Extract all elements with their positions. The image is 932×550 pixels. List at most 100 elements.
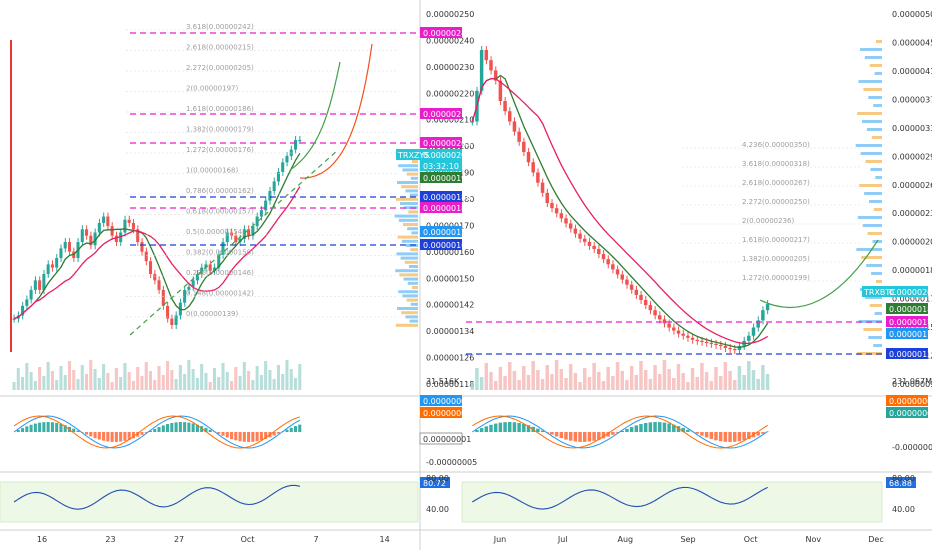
candle-body bbox=[187, 286, 191, 290]
candle-body bbox=[508, 111, 512, 122]
macd-histogram-bar bbox=[76, 430, 80, 432]
candle-body bbox=[230, 232, 234, 236]
volume-bar bbox=[221, 363, 225, 390]
candle-body bbox=[493, 70, 498, 81]
volume-bar bbox=[718, 376, 723, 390]
candle-body bbox=[728, 347, 732, 350]
chart-panel-trxzys: 0.00000250 0.00000240 0.00000230 0.00000220… bbox=[0, 10, 477, 544]
candle-body bbox=[559, 213, 564, 219]
candle-body bbox=[489, 60, 493, 71]
volume-bar bbox=[93, 369, 97, 390]
volume-bar bbox=[114, 368, 118, 390]
macd-histogram-bar bbox=[127, 432, 131, 440]
volume-profile-bar bbox=[402, 294, 418, 298]
fib-level-label: 0.618(0.00000157) bbox=[186, 208, 254, 216]
macd-tag-label: 0.00000004 bbox=[889, 409, 932, 418]
volume-bar bbox=[187, 360, 191, 390]
volume-profile-bar bbox=[394, 214, 418, 218]
macd-tag-label: 0.00000001 bbox=[423, 435, 471, 444]
macd-histogram-bar bbox=[489, 424, 493, 432]
candle-body bbox=[55, 258, 59, 268]
macd-histogram-bar bbox=[102, 432, 106, 441]
volume-bar bbox=[517, 380, 521, 390]
y-tick-label: 0.00000160 bbox=[426, 248, 474, 257]
candle-body bbox=[667, 323, 671, 328]
rsi-value-tag bbox=[886, 477, 916, 488]
candle-body bbox=[681, 333, 685, 336]
volume-bar bbox=[200, 364, 204, 390]
candle-body bbox=[293, 140, 298, 150]
volume-profile-bar bbox=[409, 265, 418, 268]
macd-histogram-bar bbox=[498, 422, 503, 432]
candle-body bbox=[550, 203, 554, 209]
candle-body bbox=[89, 235, 93, 246]
candle-body bbox=[634, 289, 639, 295]
candle-body bbox=[25, 299, 29, 306]
macd-histogram-bar bbox=[747, 432, 751, 439]
price-tag bbox=[886, 316, 928, 327]
volume-profile-bar bbox=[855, 144, 882, 147]
macd-histogram-bar bbox=[131, 432, 135, 439]
macd-histogram-bar bbox=[178, 422, 182, 432]
price-tag bbox=[420, 160, 462, 171]
volume-bar bbox=[59, 366, 63, 390]
x-tick-label: Jun bbox=[493, 535, 507, 544]
macd-histogram-bar bbox=[136, 432, 140, 437]
fib-level-label: 0.236(0.00000146) bbox=[186, 269, 254, 277]
candle-body bbox=[611, 264, 615, 270]
volume-profile-bar bbox=[397, 181, 418, 184]
volume-bar bbox=[611, 376, 615, 390]
macd-histogram-bar bbox=[50, 422, 54, 432]
x-tick-label: 27 bbox=[174, 535, 184, 544]
volume-bar bbox=[285, 360, 289, 390]
candle-body bbox=[737, 345, 742, 350]
candle-body bbox=[247, 229, 251, 236]
volume-bar bbox=[583, 368, 587, 390]
macd-histogram-bar bbox=[200, 426, 204, 432]
macd-tag bbox=[419, 432, 463, 445]
fib-level-label: 2(0.00000197) bbox=[186, 85, 238, 93]
macd-histogram-bar bbox=[170, 423, 174, 432]
volume-bar bbox=[276, 365, 280, 390]
trendline-dashed bbox=[129, 149, 339, 336]
macd-histogram-bar bbox=[259, 432, 263, 441]
price-tag-label: 0.00000197 bbox=[423, 174, 471, 183]
macd-histogram-bar bbox=[672, 424, 676, 432]
macd-histogram-bar bbox=[667, 423, 671, 432]
macd-histogram-bar bbox=[517, 422, 521, 432]
price-tag bbox=[420, 172, 462, 183]
volume-bar bbox=[80, 365, 84, 390]
volume-bar bbox=[714, 367, 718, 390]
candle-body bbox=[63, 242, 67, 249]
price-tag-label: 0.00000170 bbox=[889, 330, 932, 339]
price-tag-label: 0.00000186 bbox=[423, 193, 471, 202]
volume-bar bbox=[63, 375, 67, 390]
volume-bar bbox=[183, 374, 187, 390]
volume-profile-bar bbox=[857, 216, 882, 219]
volume-profile-bar bbox=[411, 231, 418, 235]
candle-body bbox=[751, 327, 756, 336]
volume-profile-bar bbox=[864, 56, 882, 59]
rsi-tick-label: 40.00 bbox=[426, 505, 449, 514]
y-tick-label: 0.00000220 bbox=[426, 89, 474, 98]
fib-level-label: 2.618(0.00000215) bbox=[186, 44, 254, 52]
candle-body bbox=[21, 305, 25, 316]
candle-body bbox=[536, 172, 540, 183]
volume-bar bbox=[89, 360, 93, 390]
macd-histogram-bar bbox=[59, 423, 63, 432]
fib-level-label: 0.786(0.00000162) bbox=[186, 187, 254, 195]
volume-bar bbox=[681, 373, 685, 390]
volume-profile-bar bbox=[859, 48, 882, 51]
price-tag-label: 0.00000136 bbox=[889, 350, 932, 359]
volume-profile-bar bbox=[873, 104, 882, 107]
volume-bar bbox=[751, 370, 756, 390]
macd-histogram-bar bbox=[46, 422, 50, 432]
macd-tag-label: 0.00000006 bbox=[423, 409, 471, 418]
volume-bar bbox=[191, 369, 195, 390]
volume-value-label: 231.067M bbox=[892, 377, 932, 386]
macd-histogram-bar bbox=[484, 426, 489, 432]
volume-profile-bar bbox=[410, 302, 418, 306]
rsi-value-label: 80.72 bbox=[423, 479, 446, 488]
macd-histogram-bar bbox=[285, 429, 289, 432]
macd-tag bbox=[420, 407, 462, 418]
